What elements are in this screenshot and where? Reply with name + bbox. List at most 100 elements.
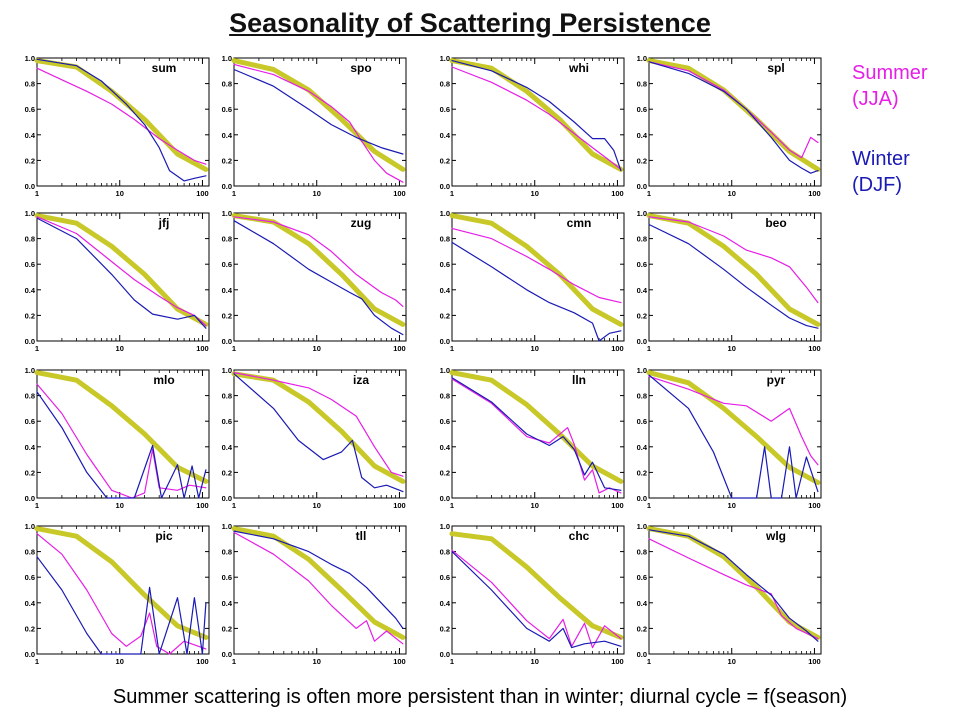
x-tick-label: 100 xyxy=(808,189,821,198)
y-tick-label: 0.2 xyxy=(25,156,35,165)
y-tick-label: 1.0 xyxy=(25,209,35,218)
series-annual-line xyxy=(646,213,821,327)
y-tick-label: 0.4 xyxy=(25,131,36,140)
series-winter-line xyxy=(451,551,622,649)
series-annual-line xyxy=(231,526,406,640)
y-tick-label: 0.8 xyxy=(25,80,35,89)
y-tick-label: 0.6 xyxy=(637,260,647,269)
series-annual-line xyxy=(34,213,209,327)
y-tick-label: 0.6 xyxy=(222,260,232,269)
series-winter-line xyxy=(233,373,404,493)
panel-label: jfj xyxy=(158,216,170,230)
series-annual-line xyxy=(646,370,821,486)
panel-tll: 0.0 0.2 0.4 0.6 0.8 1.0 1 10 100 tll xyxy=(222,522,407,666)
y-tick-label: 0.2 xyxy=(222,156,232,165)
y-tick-label: 0.4 xyxy=(637,599,648,608)
series-winter-line xyxy=(451,377,622,491)
x-tick-label: 100 xyxy=(196,344,209,353)
series-summer-line xyxy=(648,538,819,640)
y-tick-label: 0.8 xyxy=(222,392,232,401)
y-tick-label: 0.4 xyxy=(222,131,233,140)
x-tick-label: 1 xyxy=(35,189,39,198)
x-tick-label: 1 xyxy=(450,344,454,353)
y-tick-label: 0.2 xyxy=(440,468,450,477)
y-tick-label: 0.0 xyxy=(637,494,647,503)
y-tick-label: 0.6 xyxy=(637,417,647,426)
y-tick-label: 0.2 xyxy=(25,311,35,320)
plot-frame xyxy=(36,57,210,187)
panel-label: spl xyxy=(767,61,784,75)
y-tick-label: 0.0 xyxy=(440,494,450,503)
series-winter-line xyxy=(36,217,207,329)
x-tick-label: 10 xyxy=(313,657,321,666)
x-tick-label: 10 xyxy=(728,657,736,666)
plot-frame xyxy=(233,369,407,499)
panel-label: lln xyxy=(572,373,586,387)
x-tick-label: 1 xyxy=(647,189,651,198)
y-tick-label: 1.0 xyxy=(25,522,35,531)
y-tick-label: 0.2 xyxy=(222,311,232,320)
y-tick-label: 1.0 xyxy=(637,522,647,531)
x-tick-label: 10 xyxy=(531,501,539,510)
series-annual-line xyxy=(449,370,624,484)
x-tick-label: 100 xyxy=(611,501,624,510)
y-tick-label: 1.0 xyxy=(25,366,35,375)
y-tick-label: 0.6 xyxy=(222,105,232,114)
plot-frame xyxy=(36,369,210,499)
y-tick-label: 0.8 xyxy=(637,235,647,244)
plot-frame xyxy=(233,525,407,655)
y-tick-label: 1.0 xyxy=(637,54,647,63)
plot-frame xyxy=(648,57,822,187)
legend-winter-months: (DJF) xyxy=(852,174,902,196)
y-tick-label: 0.8 xyxy=(440,548,450,557)
y-tick-label: 0.4 xyxy=(440,599,451,608)
y-tick-label: 0.0 xyxy=(25,182,35,191)
series-annual-line xyxy=(449,58,624,172)
y-tick-label: 0.2 xyxy=(637,468,647,477)
x-tick-label: 10 xyxy=(728,501,736,510)
x-tick-label: 1 xyxy=(35,657,39,666)
x-tick-label: 1 xyxy=(232,344,236,353)
series-winter-line xyxy=(451,60,622,172)
x-tick-label: 100 xyxy=(611,657,624,666)
y-tick-label: 0.8 xyxy=(222,80,232,89)
series-summer-line xyxy=(233,531,404,645)
y-tick-label: 0.2 xyxy=(440,156,450,165)
y-tick-label: 0.8 xyxy=(637,392,647,401)
panel-pic: 0.0 0.2 0.4 0.6 0.8 1.0 1 10 100 pic xyxy=(25,522,210,666)
panel-label: wlg xyxy=(765,529,786,543)
plot-frame xyxy=(648,525,822,655)
panel-label: beo xyxy=(765,216,786,230)
y-tick-label: 1.0 xyxy=(222,54,232,63)
series-summer-line xyxy=(451,378,622,494)
series-summer-line xyxy=(233,372,404,477)
x-tick-label: 10 xyxy=(116,657,124,666)
series-summer-line xyxy=(36,216,207,327)
series-summer-line xyxy=(36,533,207,655)
x-tick-label: 10 xyxy=(116,501,124,510)
panel-label: spo xyxy=(350,61,371,75)
panel-lln: 0.0 0.2 0.4 0.6 0.8 1.0 1 10 100 lln xyxy=(440,366,625,510)
x-tick-label: 100 xyxy=(611,189,624,198)
y-tick-label: 0.8 xyxy=(637,80,647,89)
y-tick-label: 1.0 xyxy=(440,366,450,375)
y-tick-label: 0.2 xyxy=(222,468,232,477)
y-tick-label: 0.6 xyxy=(440,573,450,582)
series-summer-line xyxy=(648,216,819,304)
y-tick-label: 0.4 xyxy=(222,443,233,452)
y-tick-label: 0.6 xyxy=(25,105,35,114)
series-annual-line xyxy=(34,370,209,484)
y-tick-label: 0.0 xyxy=(222,337,232,346)
x-tick-label: 100 xyxy=(393,344,406,353)
y-tick-label: 1.0 xyxy=(637,366,647,375)
y-tick-label: 1.0 xyxy=(440,209,450,218)
y-tick-label: 1.0 xyxy=(25,54,35,63)
y-tick-label: 0.6 xyxy=(440,105,450,114)
x-tick-label: 10 xyxy=(116,189,124,198)
legend-winter: Winter (DJF) xyxy=(852,146,958,198)
y-tick-label: 0.2 xyxy=(25,468,35,477)
panel-label: pyr xyxy=(767,373,786,387)
series-winter-line xyxy=(648,374,819,499)
x-tick-label: 1 xyxy=(450,189,454,198)
series-winter-line xyxy=(233,68,404,155)
